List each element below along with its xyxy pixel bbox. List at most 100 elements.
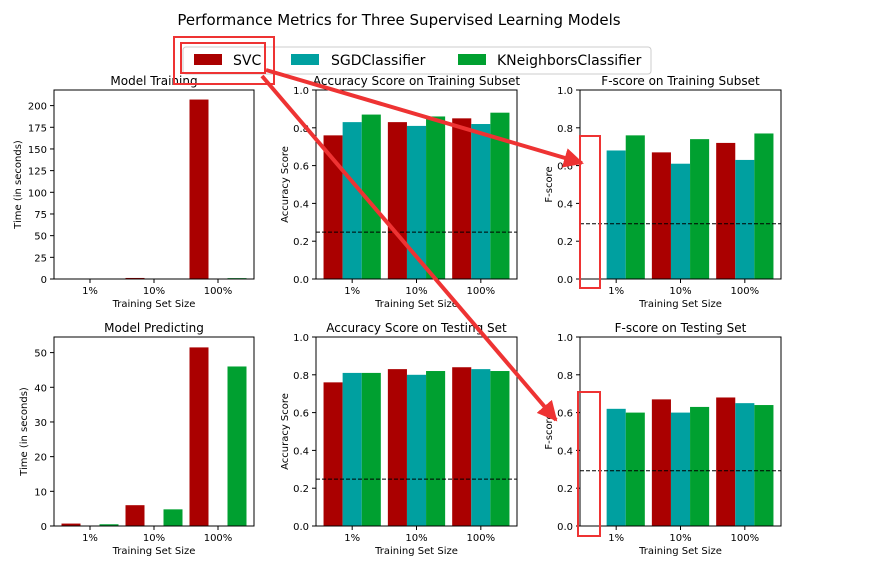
bar-knn-1 bbox=[625, 135, 645, 279]
bar-knn-3 bbox=[227, 366, 247, 526]
y-tick-label: 40 bbox=[34, 383, 47, 394]
y-tick-label: 0.6 bbox=[557, 409, 573, 420]
subplot-4: 0 10 20 30 40 50 1% 10% 100% Model Predicting Trai… bbox=[19, 321, 255, 557]
y-tick-label: 50 bbox=[34, 232, 47, 243]
bar-svc-2 bbox=[651, 152, 671, 279]
x-axis-label: Training Set Size bbox=[112, 546, 196, 557]
bar-sgd-1 bbox=[342, 372, 362, 526]
highlight-box-legend-inner bbox=[180, 42, 266, 74]
bar-svc-3 bbox=[716, 397, 736, 526]
bar-knn-1 bbox=[361, 114, 381, 279]
y-tick-label: 0.0 bbox=[557, 275, 573, 286]
y-axis-label: Accuracy Score bbox=[280, 393, 291, 470]
x-tick-label: 100% bbox=[731, 286, 760, 297]
bar-sgd-3 bbox=[735, 403, 755, 526]
y-tick-label: 0.8 bbox=[293, 124, 309, 135]
arrow-to-test-fscore bbox=[260, 74, 558, 422]
y-tick-label: 20 bbox=[34, 453, 47, 464]
legend-label-svc: SVC bbox=[233, 53, 261, 69]
x-axis-label: Training Set Size bbox=[112, 299, 196, 310]
bar-svc-2 bbox=[651, 399, 671, 526]
bar-knn-2 bbox=[426, 116, 446, 280]
bar-sgd-2 bbox=[670, 163, 691, 279]
y-axis-label: F-score bbox=[544, 413, 555, 449]
legend-swatch-svc bbox=[194, 54, 222, 65]
legend-swatch-sgd bbox=[291, 54, 319, 65]
bar-svc-2 bbox=[125, 277, 145, 279]
axes-frame bbox=[53, 336, 255, 527]
x-tick-label: 10% bbox=[143, 286, 165, 297]
axes-frame bbox=[53, 89, 255, 280]
x-tick-label: 1% bbox=[344, 533, 360, 544]
bar-svc-1 bbox=[323, 135, 343, 279]
subplot-title: F-score on Testing Set bbox=[615, 321, 747, 335]
x-tick-label: 100% bbox=[467, 286, 496, 297]
bar-knn-3 bbox=[754, 405, 774, 526]
x-tick-label: 10% bbox=[405, 286, 427, 297]
subplot-title: Accuracy Score on Testing Set bbox=[326, 321, 507, 335]
figure-title: Performance Metrics for Three Supervised… bbox=[177, 11, 620, 29]
legend-frame bbox=[182, 46, 652, 75]
y-tick-label: 0.0 bbox=[293, 522, 309, 533]
bar-svc-3 bbox=[452, 118, 472, 279]
y-tick-label: 200 bbox=[28, 102, 47, 113]
y-axis-label: Accuracy Score bbox=[280, 146, 291, 223]
y-tick-label: 1.0 bbox=[557, 86, 573, 97]
legend-label-sgd: SGDClassifier bbox=[331, 53, 426, 69]
y-tick-label: 30 bbox=[34, 418, 47, 429]
subplot-1: 0 25 50 75 100 125 150 175 200 1% 10% 100% Model Tra… bbox=[13, 74, 255, 310]
bar-knn-1 bbox=[361, 372, 381, 526]
bar-svc-1 bbox=[61, 523, 81, 526]
arrow-to-train-fscore bbox=[265, 68, 584, 168]
legend-swatch-knn bbox=[458, 54, 486, 65]
bar-sgd-3 bbox=[471, 124, 491, 280]
bar-knn-3 bbox=[754, 133, 774, 279]
subplot-3: 0.0 0.2 0.4 0.6 0.8 1.0 1% 10% 100% F-score on Tr… bbox=[544, 74, 782, 310]
y-tick-label: 1.0 bbox=[293, 333, 309, 344]
y-tick-label: 50 bbox=[34, 349, 47, 360]
bar-svc-3 bbox=[716, 142, 736, 279]
annotation-overlay bbox=[173, 36, 601, 537]
bar-sgd-1 bbox=[342, 122, 362, 279]
bar-svc-3 bbox=[452, 367, 472, 526]
highlight-box-train-fscore bbox=[579, 135, 601, 289]
subplot-2: 0.0 0.2 0.4 0.6 0.8 1.0 1% 10% 100% Accuracy Scor… bbox=[280, 74, 520, 310]
x-axis-label: Training Set Size bbox=[374, 299, 458, 310]
bar-sgd-2 bbox=[406, 125, 427, 279]
y-tick-label: 0.6 bbox=[557, 162, 573, 173]
x-axis-label: Training Set Size bbox=[374, 546, 458, 557]
x-tick-label: 10% bbox=[405, 533, 427, 544]
bar-svc-3 bbox=[189, 347, 209, 526]
y-tick-label: 0.6 bbox=[293, 409, 309, 420]
y-tick-label: 0.6 bbox=[293, 162, 309, 173]
bar-svc-1 bbox=[323, 382, 343, 526]
y-tick-label: 125 bbox=[28, 167, 47, 178]
bar-svc-2 bbox=[387, 122, 407, 279]
y-tick-label: 0 bbox=[41, 522, 47, 533]
x-tick-label: 1% bbox=[608, 533, 624, 544]
y-tick-label: 175 bbox=[28, 123, 47, 134]
y-tick-label: 0.0 bbox=[293, 275, 309, 286]
y-axis-label: F-score bbox=[544, 166, 555, 202]
y-tick-label: 100 bbox=[28, 188, 47, 199]
x-tick-label: 1% bbox=[344, 286, 360, 297]
bar-knn-2 bbox=[690, 139, 710, 279]
y-tick-label: 0.8 bbox=[557, 371, 573, 382]
y-tick-label: 0.4 bbox=[557, 199, 573, 210]
y-tick-label: 1.0 bbox=[557, 333, 573, 344]
y-tick-label: 0 bbox=[41, 275, 47, 286]
x-tick-label: 100% bbox=[204, 533, 233, 544]
x-tick-label: 100% bbox=[467, 533, 496, 544]
bar-knn-2 bbox=[690, 406, 710, 526]
x-tick-label: 1% bbox=[608, 286, 624, 297]
y-tick-label: 1.0 bbox=[293, 86, 309, 97]
y-tick-label: 0.2 bbox=[293, 237, 309, 248]
y-tick-label: 0.8 bbox=[557, 124, 573, 135]
legend-label-knn: KNeighborsClassifier bbox=[497, 53, 642, 69]
subplot-title: Model Training bbox=[110, 74, 197, 88]
x-axis-label: Training Set Size bbox=[638, 546, 722, 557]
y-tick-label: 75 bbox=[34, 210, 47, 221]
y-tick-label: 0.4 bbox=[557, 446, 573, 457]
y-tick-label: 150 bbox=[28, 145, 47, 156]
